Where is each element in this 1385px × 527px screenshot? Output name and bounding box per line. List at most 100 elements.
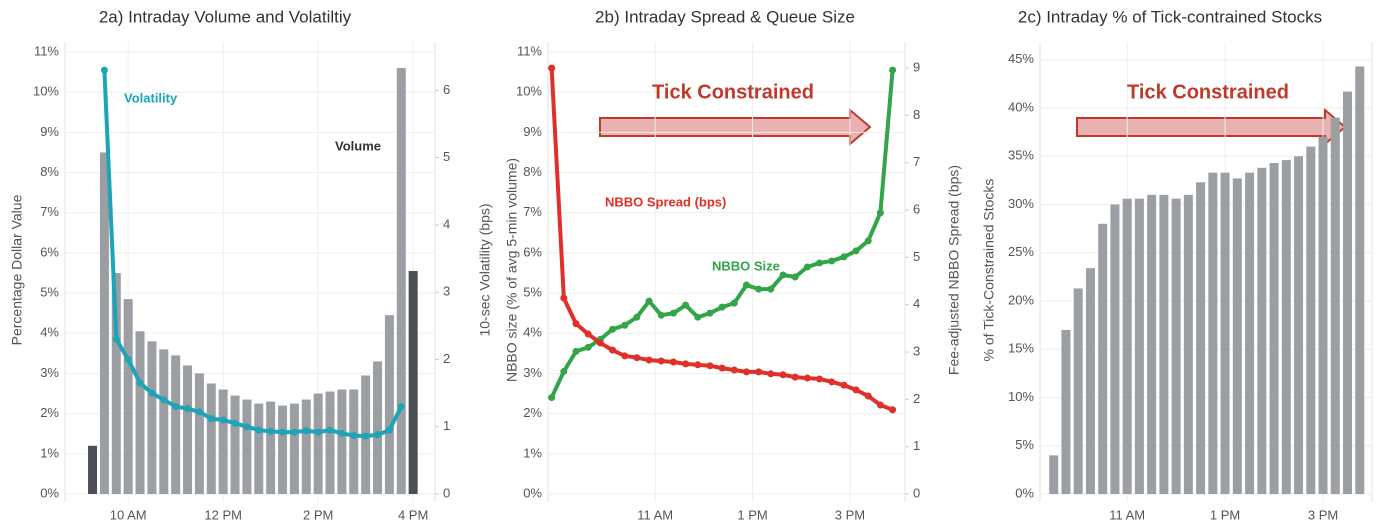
bar (1098, 223, 1108, 494)
bar (254, 403, 264, 494)
point (755, 285, 763, 293)
x-tick-label: 11 AM (1109, 507, 1145, 522)
annotation: NBBO Size (712, 258, 780, 273)
point (706, 362, 714, 370)
arrow (599, 107, 872, 147)
point (852, 386, 860, 394)
y2-axis-title: 10-sec Volatility (bps) (477, 203, 493, 336)
point (243, 423, 251, 431)
annotation: Volume (335, 138, 381, 153)
point (852, 247, 860, 255)
point (219, 416, 227, 424)
point (548, 64, 556, 72)
y-tick-label: 0% (523, 485, 542, 500)
bar (218, 389, 228, 494)
point (362, 432, 370, 440)
y2-tick-label: 6 (913, 201, 920, 216)
point (302, 427, 310, 435)
point (160, 396, 168, 404)
bar (1318, 136, 1328, 494)
bar (1294, 156, 1304, 494)
point (889, 66, 897, 74)
point (742, 368, 750, 376)
y2-tick-label: 7 (913, 154, 920, 169)
point (385, 426, 393, 434)
bar (337, 389, 347, 494)
point (314, 428, 322, 436)
point (669, 358, 677, 366)
y-tick-label: 2% (40, 405, 59, 420)
point (767, 370, 775, 378)
chart-title: 2b) Intraday Spread & Queue Size (595, 7, 855, 26)
point (657, 357, 665, 365)
bar (88, 445, 98, 494)
bar (1220, 172, 1230, 495)
y2-axis-title: Fee-adjusted NBBO Spread (bps) (946, 165, 962, 375)
annotation: Tick Constrained (652, 81, 814, 103)
bar (278, 405, 288, 494)
y-tick-label: 45% (1008, 51, 1034, 66)
annotation: NBBO Spread (bps) (605, 194, 726, 209)
y2-tick-label: 4 (443, 216, 450, 231)
point (682, 360, 690, 368)
bar (1183, 194, 1193, 494)
point (864, 392, 872, 400)
y2-tick-label: 4 (913, 296, 920, 311)
bar (1306, 146, 1316, 494)
x-tick-label: 3 PM (835, 507, 865, 522)
y2-tick-label: 8 (913, 107, 920, 122)
point (338, 429, 346, 437)
point (657, 311, 665, 319)
point (279, 428, 287, 436)
point (572, 347, 580, 355)
x-tick-label: 4 PM (398, 507, 428, 522)
bar (1232, 178, 1242, 494)
y2-tick-label: 6 (443, 82, 450, 97)
point (706, 309, 714, 317)
point (779, 271, 787, 279)
y-tick-label: 25% (1008, 244, 1034, 259)
y2-tick-label: 9 (913, 60, 920, 75)
y2-tick-label: 2 (443, 351, 450, 366)
point (718, 364, 726, 372)
bar (325, 391, 335, 494)
point (207, 415, 215, 423)
bar (1257, 167, 1267, 494)
y-tick-label: 20% (1008, 292, 1034, 307)
y-axis-title: % of Tick-Constrained Stocks (981, 179, 997, 362)
y-tick-label: 10% (33, 84, 59, 99)
point (584, 330, 592, 338)
point (669, 309, 677, 317)
bar (1159, 194, 1169, 494)
y-tick-label: 5% (40, 285, 59, 300)
x-tick-label: 10 AM (110, 507, 147, 522)
x-tick-label: 11 AM (637, 507, 673, 522)
y-tick-label: 5% (1015, 437, 1034, 452)
point (184, 405, 192, 413)
y2-tick-label: 5 (443, 149, 450, 164)
y-tick-label: 40% (1008, 99, 1034, 114)
bar (301, 399, 311, 494)
y-tick-label: 11% (517, 43, 542, 58)
y-tick-label: 0% (40, 485, 59, 500)
y-tick-label: 8% (523, 164, 542, 179)
y-tick-label: 1% (523, 445, 542, 460)
y2-tick-label: 3 (913, 343, 920, 358)
bar (1085, 268, 1095, 494)
annotation: Tick Constrained (1127, 81, 1289, 103)
point (633, 354, 641, 362)
bar (1355, 66, 1365, 494)
point (730, 299, 738, 307)
y-tick-label: 7% (40, 204, 59, 219)
point (828, 378, 836, 386)
point (682, 301, 690, 309)
point (231, 419, 239, 427)
point (828, 257, 836, 265)
point (840, 381, 848, 389)
point (124, 355, 132, 363)
y-axis-title: NBBO size (% of avg 5-min volume) (504, 158, 520, 382)
y-tick-label: 30% (1008, 196, 1034, 211)
x-tick-label: 1 PM (737, 507, 767, 522)
y-tick-label: 9% (40, 124, 59, 139)
x-tick-label: 3 PM (1308, 507, 1338, 522)
